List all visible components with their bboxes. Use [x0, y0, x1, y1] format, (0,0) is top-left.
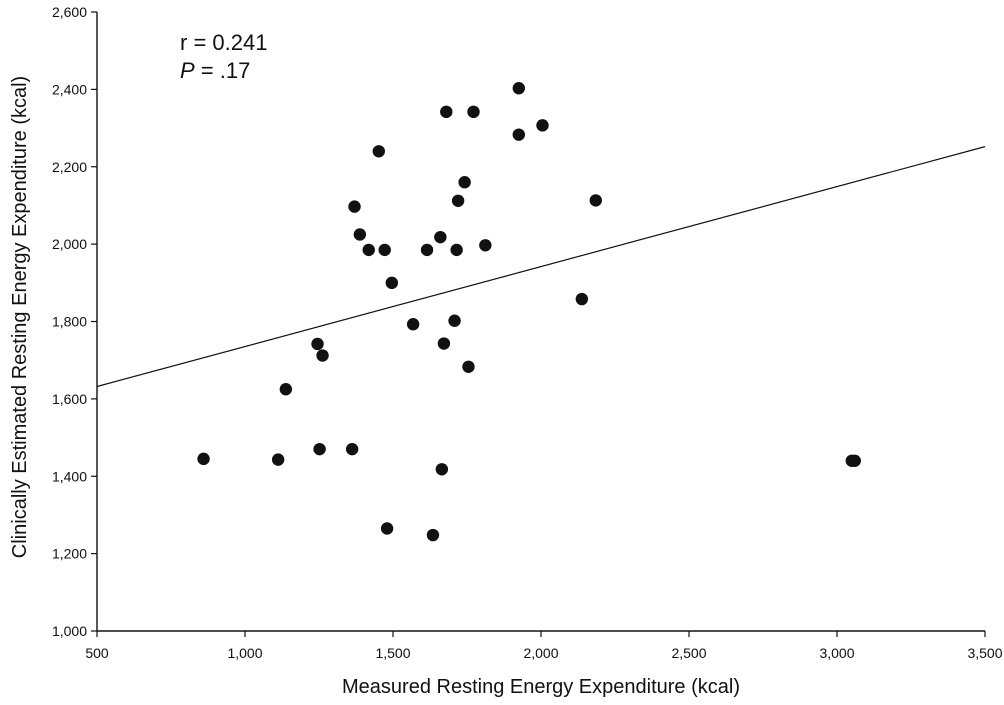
data-point — [434, 230, 447, 244]
p-value-number: = .17 — [195, 58, 251, 83]
data-point — [279, 383, 293, 396]
data-point — [271, 453, 285, 466]
data-point — [512, 82, 525, 95]
x-axis-tick-label: 3,500 — [967, 645, 1002, 661]
data-point — [435, 463, 449, 476]
y-axis-tick-label: 1,600 — [52, 391, 87, 407]
x-axis-tick-label: 2,000 — [523, 645, 558, 661]
data-point — [575, 292, 589, 306]
data-point — [440, 105, 453, 119]
data-point — [448, 314, 461, 327]
data-point — [450, 243, 463, 257]
data-point — [353, 228, 367, 241]
data-point — [316, 349, 329, 362]
data-point — [362, 243, 375, 257]
y-axis-label: Clinically Estimated Resting Energy Expe… — [9, 76, 31, 558]
data-point — [458, 176, 471, 189]
correlation-coefficient-label: r = 0.241 — [180, 30, 267, 55]
regression-line-layer — [96, 146, 986, 388]
data-points-layer — [197, 82, 861, 542]
y-axis-tick-label: 1,400 — [52, 468, 87, 484]
ticks-layer: 500 1,000 1,500 2,000 2,500 3,000 3,500 1,000 1,… — [52, 4, 1003, 661]
data-point — [451, 194, 465, 207]
axes-layer — [96, 12, 985, 632]
data-point — [479, 239, 492, 252]
data-point — [385, 276, 399, 290]
y-axis-tick-label: 2,000 — [52, 236, 87, 252]
data-point — [311, 337, 324, 351]
data-point — [197, 452, 210, 466]
x-axis-tick-label: 500 — [85, 645, 109, 661]
y-axis-tick-label: 2,600 — [52, 4, 87, 20]
data-point — [467, 105, 480, 119]
data-point — [426, 528, 440, 542]
data-point — [372, 145, 385, 158]
x-axis-tick-label: 1,500 — [375, 645, 410, 661]
data-point — [536, 119, 549, 132]
data-point — [848, 454, 861, 467]
p-value-symbol: P — [180, 58, 195, 83]
data-point — [348, 200, 361, 213]
annotation-group: r = 0.241 P = .17 — [180, 30, 267, 83]
regression-line — [96, 146, 986, 388]
data-point — [345, 442, 359, 456]
data-point — [437, 337, 451, 350]
data-point — [378, 243, 391, 257]
data-point — [462, 360, 475, 373]
y-axis-tick-label: 1,000 — [52, 623, 87, 639]
x-axis-tick-label: 2,500 — [671, 645, 706, 661]
data-point — [313, 442, 326, 456]
data-point — [589, 194, 602, 207]
x-axis-tick-label: 3,000 — [819, 645, 854, 661]
x-axis-label: Measured Resting Energy Expenditure (kca… — [342, 676, 740, 698]
y-axis-tick-label: 2,400 — [52, 81, 87, 97]
y-axis-tick-label: 1,800 — [52, 314, 87, 330]
data-point — [512, 128, 525, 141]
data-point — [380, 522, 394, 535]
x-axis-tick-label: 1,000 — [227, 645, 262, 661]
y-axis-tick-label: 2,200 — [52, 159, 87, 175]
data-point — [406, 318, 420, 331]
y-axis-tick-label: 1,200 — [52, 546, 87, 562]
data-point — [420, 243, 434, 257]
p-value-label: P = .17 — [180, 58, 250, 83]
